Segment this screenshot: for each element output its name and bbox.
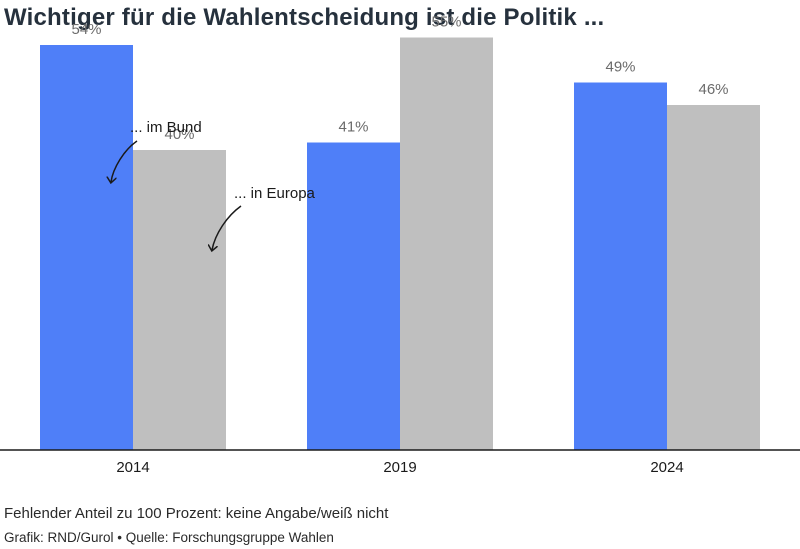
x-tick-label-2014: 2014 bbox=[116, 459, 149, 476]
source-credit: Grafik: RND/Gurol • Quelle: Forschungsgr… bbox=[4, 530, 334, 545]
x-tick-label-2024: 2024 bbox=[650, 459, 683, 476]
chart-title: Wichtiger für die Wahlentscheidung ist d… bbox=[4, 4, 605, 31]
bar-chart: 54% 40% 41% 55% 49% 46% 2014 2019 2024 ... im B… bbox=[0, 14, 800, 476]
bar-europa-2024 bbox=[667, 105, 760, 450]
annotation-bund-arrow bbox=[111, 140, 138, 182]
footnote: Fehlender Anteil zu 100 Prozent: keine A… bbox=[4, 505, 389, 522]
bar-bund-2014 bbox=[40, 45, 133, 450]
annotation-europa-arrow bbox=[212, 205, 242, 250]
bar-europa-2014 bbox=[133, 150, 226, 450]
bar-bund-2024 bbox=[574, 82, 667, 450]
annotation-europa-label: ... in Europa bbox=[234, 185, 316, 202]
value-label-bund-2014: 54% bbox=[71, 21, 101, 38]
bar-bund-2019 bbox=[307, 142, 400, 450]
bar-europa-2019 bbox=[400, 37, 493, 450]
value-label-europa-2014: 40% bbox=[164, 126, 194, 143]
x-tick-label-2019: 2019 bbox=[383, 459, 416, 476]
value-label-europa-2024: 46% bbox=[698, 81, 728, 98]
value-label-europa-2019: 55% bbox=[431, 14, 461, 31]
value-label-bund-2024: 49% bbox=[605, 59, 635, 76]
value-label-bund-2019: 41% bbox=[338, 119, 368, 136]
annotation-bund-label: ... im Bund bbox=[130, 119, 202, 136]
